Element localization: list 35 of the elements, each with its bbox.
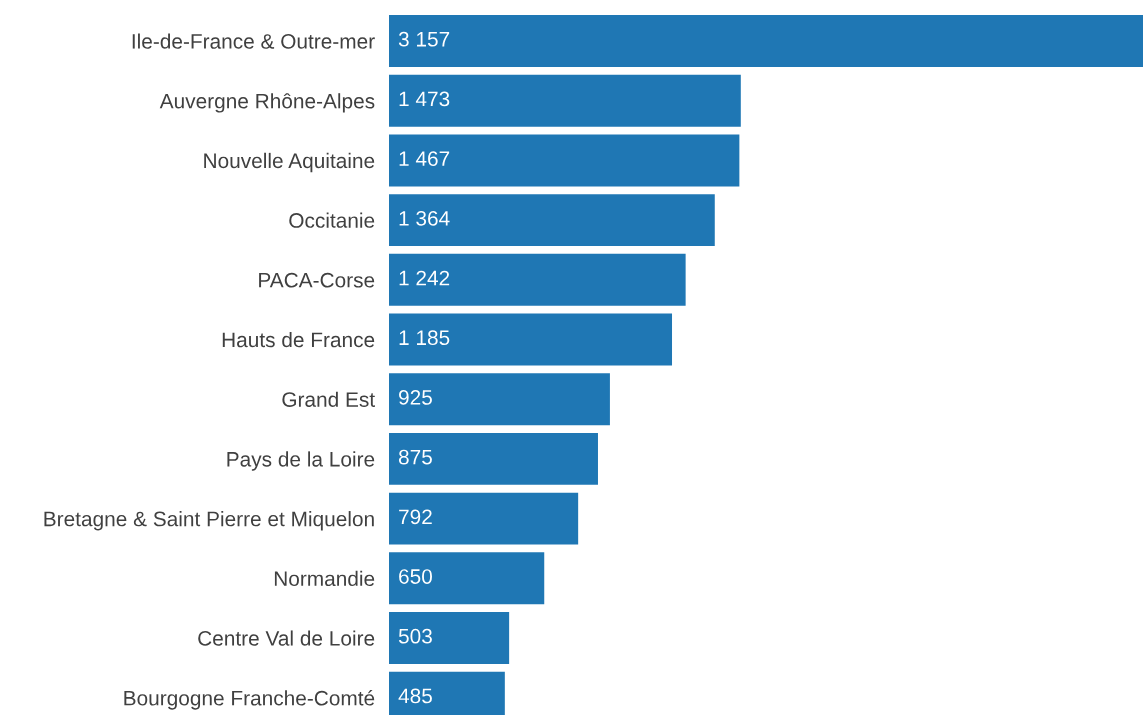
y-tick-label: Bourgogne Franche-Comté (124, 690, 375, 710)
bar (389, 492, 579, 545)
data-label: 3 157 (398, 31, 450, 47)
y-tick-label: Ile-de-France & Outre-mer (132, 33, 375, 49)
data-label: 650 (399, 569, 432, 584)
y-tick-label: Pays de la Loire (227, 451, 375, 471)
bar (389, 612, 510, 664)
y-tick-label: Normandie (274, 570, 375, 587)
y-tick-label: PACA-Corse (259, 272, 375, 288)
bar (389, 253, 686, 306)
y-tick-label: Nouvelle Aquitaine (204, 152, 375, 173)
bar (389, 74, 741, 127)
data-label: 485 (398, 688, 432, 704)
y-tick-label: Centre Val de Loire (198, 630, 375, 646)
data-label: 1 473 (399, 91, 450, 107)
data-label: 925 (399, 390, 432, 405)
bar (389, 552, 545, 605)
bar (389, 373, 610, 426)
y-tick-label: Occitanie (289, 212, 375, 228)
data-label: 503 (398, 628, 432, 644)
data-label: 1 364 (399, 210, 450, 226)
y-tick-label: Auvergne Rhône-Alpes (159, 93, 375, 113)
data-label: 1 185 (399, 330, 450, 346)
bar (389, 313, 673, 366)
bar (389, 194, 715, 247)
bar (389, 15, 1143, 67)
bar (389, 134, 740, 187)
y-tick-label: Hauts de France (222, 331, 375, 348)
data-label: 792 (399, 509, 432, 525)
data-label: 1 467 (399, 151, 450, 166)
y-tick-label: Bretagne & Saint Pierre et Miquelon (44, 511, 374, 531)
y-tick-label: Grand Est (282, 391, 375, 407)
data-label: 875 (398, 449, 432, 465)
data-label: 1 242 (399, 270, 450, 286)
bar (389, 432, 598, 485)
